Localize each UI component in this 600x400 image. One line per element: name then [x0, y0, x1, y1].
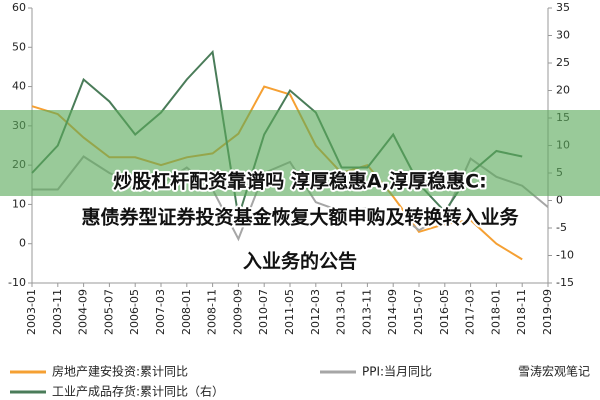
y2-tick-label: 20 [556, 84, 570, 97]
x-tick-label: 2009-09 [231, 289, 244, 335]
overlay-text: 炒股杠杆配资靠谱吗 淳厚稳惠A,淳厚稳惠C: [113, 170, 486, 193]
overlay-text: 入业务的公告 [243, 250, 357, 273]
overlay-text: 惠债券型证券投资基金恢复大额申购及转换转入业务 [81, 206, 519, 229]
legend-label: 房地产建安投资:累计同比 [52, 364, 188, 379]
x-tick-label: 2004-09 [77, 289, 90, 335]
overlay-banner [0, 110, 600, 196]
x-tick-label: 2013-11 [360, 289, 373, 335]
y2-tick-label: -5 [556, 221, 567, 234]
y2-tick-label: 35 [556, 1, 570, 14]
y2-tick-label: 0 [556, 194, 563, 207]
y2-tick-label: -10 [556, 249, 574, 262]
x-tick-label: 2005-07 [102, 289, 115, 335]
x-tick-label: 2003-11 [51, 289, 64, 335]
watermark: 雪涛宏观笔记 [518, 364, 590, 379]
y-tick-label: 60 [12, 1, 26, 14]
y2-tick-label: 30 [556, 29, 570, 42]
x-tick-label: 2007-03 [154, 289, 167, 335]
x-tick-label: 2016-05 [438, 289, 451, 335]
x-tick-label: 2013-01 [335, 289, 348, 335]
x-tick-label: 2014-09 [386, 289, 399, 335]
y-tick-label: 0 [19, 237, 26, 250]
y-tick-label: 40 [12, 80, 26, 93]
x-tick-label: 2011-05 [283, 289, 296, 335]
x-tick-label: 2008-01 [180, 289, 193, 335]
y-tick-label: 10 [12, 197, 26, 210]
x-tick-label: 2003-01 [25, 289, 38, 335]
x-tick-label: 2012-03 [309, 289, 322, 335]
y-tick-label: -10 [8, 276, 26, 289]
y-tick-label: 50 [12, 40, 26, 53]
x-tick-label: 2008-11 [206, 289, 219, 335]
legend-label: 工业产成品存货:累计同比（右） [52, 384, 224, 399]
legend-label: PPI:当月同比 [362, 365, 432, 379]
x-tick-label: 2018-11 [515, 289, 528, 335]
x-tick-label: 2019-09 [541, 289, 554, 335]
y2-tick-label: 25 [556, 56, 570, 69]
y2-tick-label: -15 [556, 276, 574, 289]
x-tick-label: 2018-01 [489, 289, 502, 335]
x-tick-label: 2015-07 [412, 289, 425, 335]
x-tick-label: 2017-03 [464, 289, 477, 335]
x-tick-label: 2010-07 [257, 289, 270, 335]
x-tick-label: 2006-05 [128, 289, 141, 335]
